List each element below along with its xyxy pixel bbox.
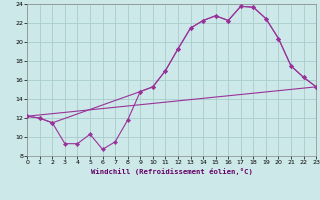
X-axis label: Windchill (Refroidissement éolien,°C): Windchill (Refroidissement éolien,°C) — [91, 168, 252, 175]
